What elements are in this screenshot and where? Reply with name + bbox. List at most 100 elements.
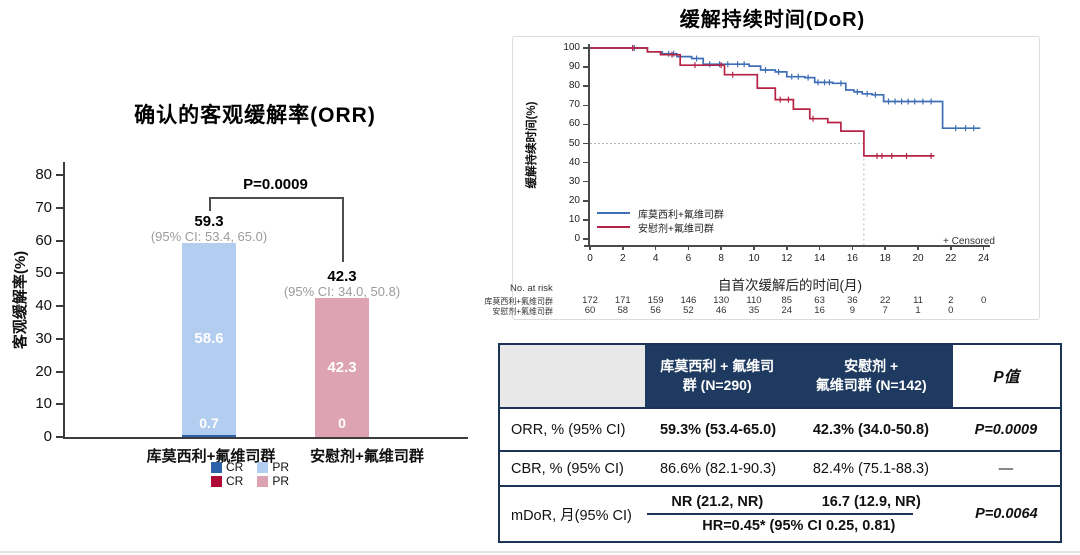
- km-risk-count: 22: [879, 295, 891, 306]
- km-x-tick-mark: [786, 245, 788, 250]
- km-risk-count: 9: [849, 305, 856, 316]
- km-risk-count: 146: [680, 295, 697, 306]
- orr-bracket-right: [342, 197, 344, 262]
- orr-arm1-value: 59.3% (53.4-65.0): [659, 421, 777, 438]
- orr-y-tick-mark: [56, 206, 63, 209]
- orr-legend-item: PR: [257, 475, 289, 487]
- dor-chart-title: 缓解持续时间(DoR): [679, 9, 866, 31]
- km-x-tick-mark: [982, 245, 985, 250]
- legend-swatch-icon: [210, 462, 222, 473]
- orr-chart-title: 确认的客观缓解率(ORR): [134, 104, 376, 127]
- km-y-tick-label: 20: [568, 194, 580, 206]
- orr-bracket-left: [209, 197, 211, 211]
- km-risk-count: 24: [781, 305, 793, 316]
- orr-y-tick-mark: [56, 239, 63, 242]
- km-y-tick-label: 80: [568, 80, 580, 92]
- orr-y-tick-mark: [56, 174, 63, 176]
- legend-swatch-icon: [210, 476, 222, 487]
- orr-legend-item: PR: [257, 460, 289, 474]
- orr-total-label: 42.3: [327, 268, 357, 286]
- cbr-pvalue: —: [998, 460, 1014, 477]
- orr-y-tick-label: 80: [35, 166, 52, 183]
- km-x-tick-mark: [950, 245, 952, 250]
- orr-y-tick-label: 60: [35, 231, 52, 249]
- km-x-tick-label: 0: [587, 253, 593, 264]
- km-risk-count: 159: [647, 295, 664, 306]
- km-risk-count: 0: [948, 305, 954, 316]
- orr-y-tick-mark: [56, 305, 63, 307]
- orr-y-tick-mark: [56, 436, 63, 438]
- km-x-tick-mark: [687, 245, 690, 250]
- legend-label: PR: [272, 460, 289, 474]
- summary-table: 库莫西利 + 氟维司 群 (N=290) 安慰剂 + 氟维司群 (N=142) …: [498, 343, 1062, 543]
- km-x-tick-label: 16: [846, 253, 858, 264]
- km-legend-line: [597, 212, 630, 214]
- orr-bar-cr-value: 0: [338, 415, 346, 431]
- mdor-arm1-value: NR (21.2, NR): [671, 494, 764, 510]
- orr-legend-item: CR: [210, 460, 244, 474]
- orr-y-tick-mark: [56, 337, 63, 340]
- km-risk-title: No. at risk: [510, 283, 553, 294]
- km-x-tick-mark: [917, 245, 919, 250]
- table-header-arms: 库莫西利 + 氟维司 群 (N=290) 安慰剂 + 氟维司群 (N=142): [644, 345, 953, 407]
- km-x-tick-label: 12: [781, 253, 793, 264]
- km-x-tick-mark: [622, 245, 624, 250]
- km-x-axis-title: 自首次缓解后的时间(月): [718, 278, 862, 293]
- km-risk-row-label: 安慰剂+氟维司群: [492, 307, 553, 316]
- mdor-values-row: NR (21.2, NR) 16.7 (12.9, NR): [645, 494, 953, 510]
- km-risk-count: 85: [781, 295, 793, 306]
- table-header-blank-cell: [500, 345, 645, 407]
- orr-ci-label: (95% CI: 53.4, 65.0): [150, 228, 268, 244]
- orr-row-label: ORR, % (95% CI): [511, 421, 626, 438]
- table-row-mdor: mDoR, 月(95% CI) NR (21.2, NR) 16.7 (12.9…: [500, 487, 1060, 541]
- arm1-header-line1: 库莫西利 + 氟维司: [660, 358, 775, 375]
- summary-table-header-row: 库莫西利 + 氟维司 群 (N=290) 安慰剂 + 氟维司群 (N=142) …: [500, 345, 1060, 409]
- orr-x-axis-line: [63, 437, 468, 439]
- km-x-tick-mark: [753, 245, 755, 250]
- orr-legend-item: CR: [210, 475, 243, 487]
- orr-y-tick-mark: [56, 403, 63, 406]
- km-curve-arm2: [590, 47, 935, 157]
- km-legend-label: 库莫西利+氟维司群: [638, 210, 724, 221]
- orr-y-tick-label: 50: [35, 264, 52, 282]
- orr-y-tick-mark: [56, 370, 63, 373]
- km-risk-count: 52: [683, 305, 694, 316]
- arm1-header-line2: 群 (N=290): [682, 377, 752, 393]
- legend-label: CR: [225, 460, 244, 474]
- km-y-axis-line: [588, 44, 590, 245]
- mdor-divider-line: [646, 513, 913, 515]
- km-y-tick-mark: [583, 66, 588, 68]
- km-censored-note: + Censored: [943, 236, 995, 247]
- km-x-tick-mark: [720, 245, 722, 250]
- km-risk-count: 35: [748, 305, 760, 316]
- km-y-tick-label: 50: [568, 137, 580, 149]
- arm2-header-line2: 氟维司群 (N=142): [815, 377, 927, 393]
- mdor-values-cell: NR (21.2, NR) 16.7 (12.9, NR) HR=0.45* (…: [645, 487, 953, 541]
- orr-y-tick-label: 0: [43, 428, 52, 445]
- km-y-tick-mark: [583, 200, 588, 202]
- orr-y-tick-mark: [56, 272, 63, 275]
- mdor-pvalue: P=0.0064: [975, 506, 1038, 522]
- orr-bar-pr-value: 58.6: [194, 329, 224, 347]
- km-x-tick-label: 10: [748, 253, 760, 264]
- km-y-tick-label: 0: [574, 233, 580, 244]
- km-y-tick-label: 70: [568, 99, 580, 111]
- arm2-header-line1: 安慰剂 +: [844, 358, 899, 375]
- km-x-tick-label: 18: [879, 253, 891, 264]
- km-risk-count: 63: [814, 295, 825, 306]
- km-risk-count: 11: [913, 295, 923, 306]
- orr-bracket-top: [209, 197, 342, 199]
- km-x-tick-mark: [851, 245, 854, 250]
- orr-pvalue: P=0.0009: [974, 421, 1038, 438]
- orr-category-label: 库莫西利+氟维司群: [146, 448, 276, 465]
- km-y-tick-mark: [583, 180, 588, 183]
- km-x-tick-label: 2: [620, 253, 626, 264]
- orr-pvalue-label: P=0.0009: [243, 176, 308, 193]
- orr-bar-pr-segment: [315, 298, 369, 437]
- km-x-tick-mark: [589, 245, 591, 250]
- cbr-arm1-value: 86.6% (82.1-90.3): [659, 460, 777, 477]
- km-risk-count: 7: [882, 305, 888, 316]
- orr-legend-row: CR PR: [180, 475, 320, 487]
- orr-y-axis-line: [63, 162, 65, 439]
